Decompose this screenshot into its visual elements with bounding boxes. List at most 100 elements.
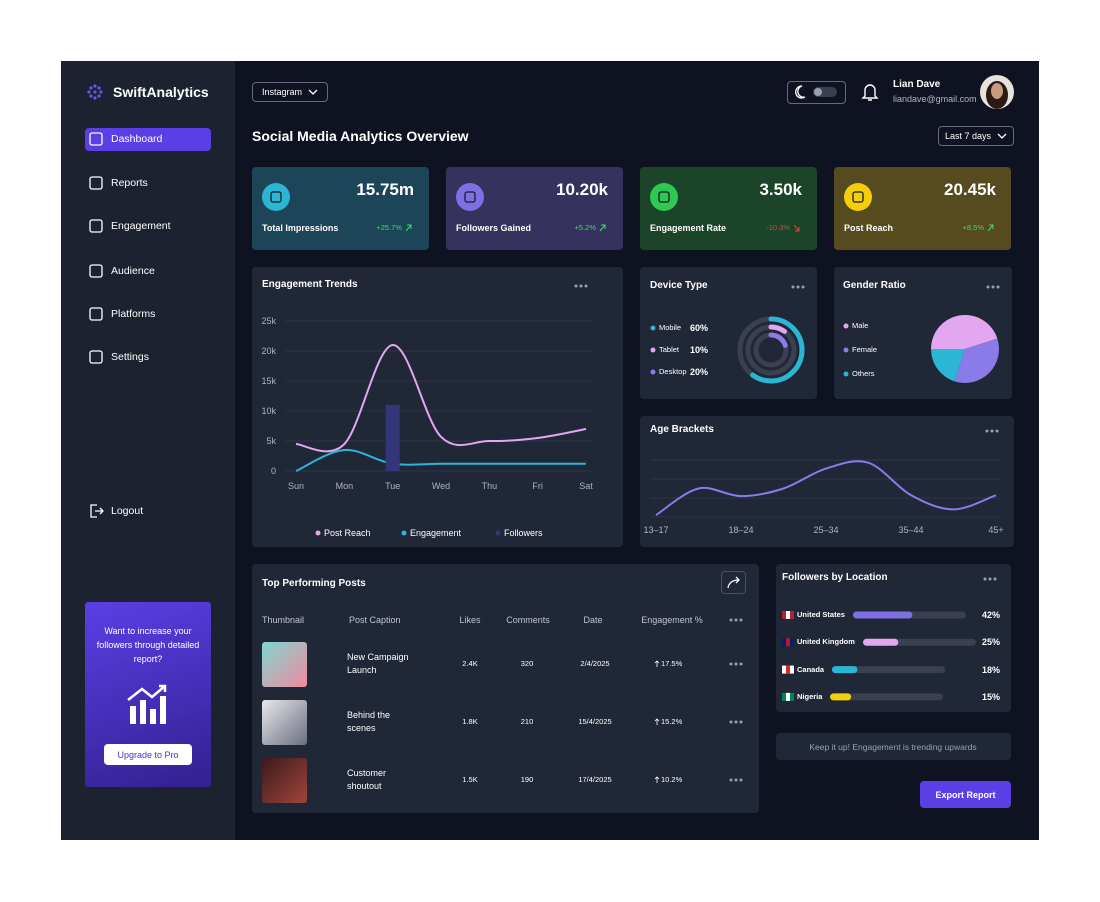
value-label: 25% xyxy=(981,637,1000,648)
kpi-label: Engagement Rate xyxy=(650,223,727,233)
y-tick-label: 0 xyxy=(270,466,276,476)
x-tick-label: 35–44 xyxy=(898,525,924,535)
comments: 320 xyxy=(520,659,534,668)
kpi-label: Post Reach xyxy=(844,223,894,233)
slice-label: 35% xyxy=(970,358,989,369)
kpi-label: Followers Gained xyxy=(456,223,532,233)
note: Keep it up! Engagement is trending upwar… xyxy=(809,741,977,752)
thumbnail xyxy=(262,700,307,745)
engagement: 10.2% xyxy=(661,775,683,784)
x-tick-label: Sun xyxy=(287,481,305,491)
user-email: liandave@gmail.com xyxy=(893,94,977,104)
likes: 1.8K xyxy=(462,717,478,726)
value-label: 60% xyxy=(690,323,709,333)
x-tick-label: 18–24 xyxy=(728,525,754,535)
location-card xyxy=(776,564,1011,712)
kpi-value: 3.50k xyxy=(759,180,802,199)
upgrade-button[interactable] xyxy=(104,744,192,765)
x-tick-label: Tue xyxy=(385,481,401,491)
x-tick-label: Wed xyxy=(431,481,451,491)
likes: 1.5K xyxy=(462,775,478,784)
legend-label: Male xyxy=(852,321,869,330)
user-name: Lian Dave xyxy=(893,79,941,90)
comments: 190 xyxy=(520,775,534,784)
legend-label: Followers xyxy=(504,528,543,538)
card-title: Age Brackets xyxy=(650,424,714,435)
y-tick-label: 5k xyxy=(266,436,276,446)
kpi-label: Total Impressions xyxy=(262,223,339,233)
page-title: Social Media Analytics Overview xyxy=(252,128,469,144)
comments: 210 xyxy=(520,717,534,726)
logout[interactable]: Logout xyxy=(111,505,144,517)
country: Canada xyxy=(797,664,825,674)
platform-select[interactable] xyxy=(252,82,328,102)
nav-item[interactable]: Audience xyxy=(111,265,155,277)
date: 17/4/2025 xyxy=(578,775,612,784)
engagement-card xyxy=(252,267,623,547)
column-header: Thumbnail xyxy=(262,615,305,625)
export-button[interactable] xyxy=(920,781,1011,808)
card-title: Top Performing Posts xyxy=(262,578,366,589)
value-label: 15% xyxy=(981,691,1000,702)
nav-item[interactable]: Engagement xyxy=(111,220,171,232)
value-label: 18% xyxy=(981,664,1000,675)
theme-toggle[interactable] xyxy=(787,81,846,104)
column-header: Likes xyxy=(459,615,481,625)
kpi-change: +25.7% xyxy=(376,223,402,232)
kpi-value: 15.75m xyxy=(356,180,414,199)
kpi-value: 10.20k xyxy=(556,180,608,199)
legend-label: Others xyxy=(852,369,875,378)
engagement: 17.5% xyxy=(661,659,683,668)
y-tick-label: 15k xyxy=(261,376,276,386)
date: 15/4/2025 xyxy=(578,717,612,726)
value-label: 10% xyxy=(690,345,709,355)
date: 2/4/2025 xyxy=(580,659,610,668)
range-label: Last 7 days xyxy=(945,131,992,141)
upgrade-label: Upgrade to Pro xyxy=(117,749,179,760)
card-title: Gender Ratio xyxy=(843,280,906,291)
x-tick-label: 25–34 xyxy=(813,525,839,535)
card-title: Engagement Trends xyxy=(262,279,358,290)
y-tick-label: 25k xyxy=(261,316,276,326)
legend-label: Mobile xyxy=(659,323,682,332)
thumbnail xyxy=(262,642,307,687)
nav-item[interactable]: Platforms xyxy=(111,308,156,320)
nav-item[interactable]: Reports xyxy=(111,177,148,189)
slice-label: 20% xyxy=(939,355,958,366)
post-caption: Customer shoutout xyxy=(347,768,387,791)
x-tick-label: Sat xyxy=(579,481,593,491)
x-tick-label: 13–17 xyxy=(643,525,669,535)
slice-label: 45% xyxy=(952,323,971,334)
range-select[interactable] xyxy=(938,126,1014,146)
card-title: Device Type xyxy=(650,280,708,291)
nav-item[interactable]: Dashboard xyxy=(111,133,163,145)
country: United Kingdom xyxy=(797,637,855,647)
nav-item[interactable]: Settings xyxy=(111,351,149,363)
country: United States xyxy=(797,610,845,619)
column-header: Post Caption xyxy=(349,615,401,625)
legend-label: Desktop xyxy=(659,367,687,376)
export-label: Export Report xyxy=(935,789,996,800)
brand: SwiftAnalytics xyxy=(113,84,209,100)
column-header: Engagement % xyxy=(641,615,703,625)
posts-card xyxy=(252,564,759,813)
kpi-change: +8.5% xyxy=(962,223,984,232)
platform-label: Instagram xyxy=(262,87,303,97)
share-button[interactable] xyxy=(721,571,746,594)
thumbnail xyxy=(262,758,307,803)
post-caption: New Campaign Launch xyxy=(347,652,409,675)
country: Nigeria xyxy=(797,691,823,701)
nav-active xyxy=(85,128,211,151)
legend-label: Post Reach xyxy=(324,528,371,538)
y-tick-label: 20k xyxy=(261,346,276,356)
value-label: 42% xyxy=(981,610,1000,620)
note-box xyxy=(776,733,1011,760)
x-tick-label: Fri xyxy=(532,481,543,491)
legend-label: Engagement xyxy=(410,528,462,538)
x-tick-label: Thu xyxy=(481,481,498,491)
legend-label: Female xyxy=(852,345,878,354)
likes: 2.4K xyxy=(462,659,478,668)
legend-label: Tablet xyxy=(659,345,680,354)
engagement: 15.2% xyxy=(661,717,683,726)
